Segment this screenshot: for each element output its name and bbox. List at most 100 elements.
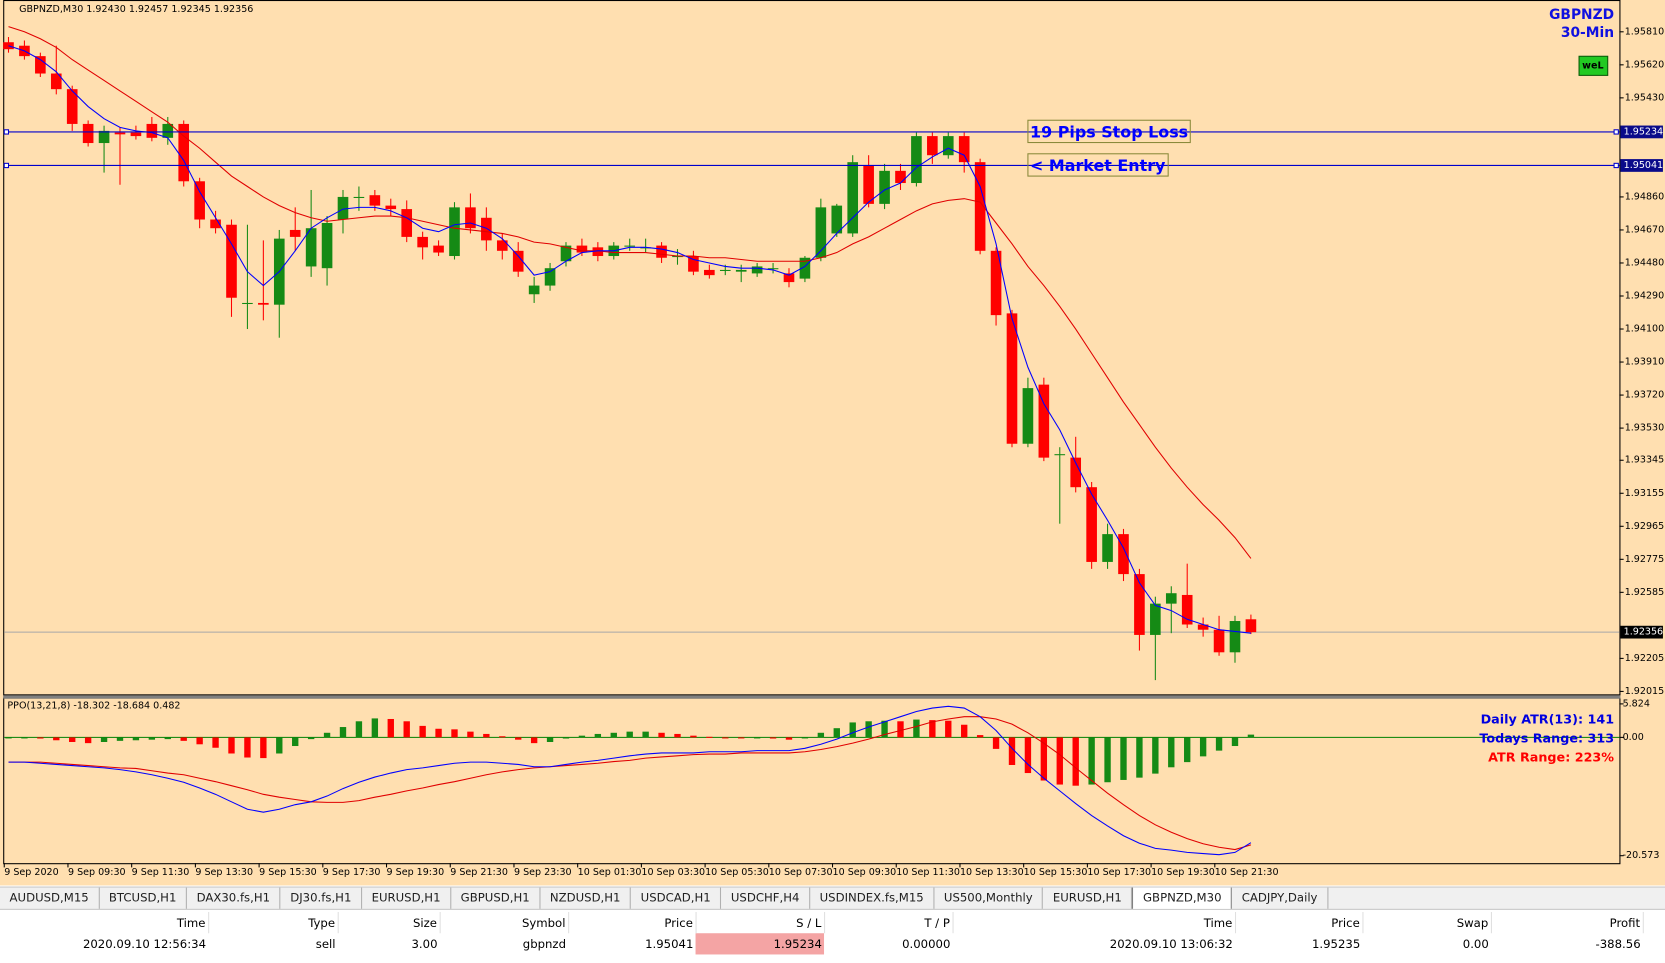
histogram-bar (499, 736, 506, 738)
candle-body (799, 257, 811, 279)
histogram-bar (37, 737, 44, 739)
column-header[interactable]: T / P (824, 912, 954, 934)
chart-tab[interactable]: NZDUSD,H1 (540, 887, 632, 909)
x-tick-label: 9 Sep 09:30 (68, 867, 126, 878)
chart-tab[interactable]: USDINDEX.fs,M15 (810, 887, 935, 909)
badge: weL (1582, 60, 1603, 71)
candle-body (1181, 594, 1193, 625)
histogram-bar (833, 728, 840, 738)
histogram-bar (100, 737, 108, 742)
chart-tab[interactable]: US500,Monthly (934, 887, 1044, 909)
histogram-bar (945, 720, 952, 738)
histogram-bar (435, 728, 442, 738)
candle-body (1150, 603, 1161, 635)
candle-body (481, 217, 492, 241)
column-header[interactable]: Price (1234, 912, 1363, 934)
price-panel-frame (3, 0, 1621, 696)
candle-body (528, 285, 540, 295)
histogram-bar (371, 718, 379, 738)
histogram-bar (180, 737, 187, 741)
y-tick-label: 5.824 (1623, 698, 1650, 709)
candle-body (433, 245, 444, 253)
histogram-bar (817, 732, 825, 738)
histogram-bar (244, 737, 251, 758)
trade-cell: 1.95041 (645, 936, 694, 951)
candle-body (496, 240, 508, 251)
histogram-bar (1072, 737, 1079, 786)
column-header[interactable]: Type (208, 912, 339, 934)
column-header[interactable]: Profit (1490, 912, 1644, 934)
chart-tab[interactable]: USDCAD,H1 (631, 887, 722, 909)
candle-body (1070, 457, 1082, 488)
y-tick-label: 1.92775 (1625, 554, 1664, 565)
histogram-bar (1136, 737, 1143, 778)
x-tick-label: 10 Sep 01:30 (578, 867, 642, 878)
candle-body (576, 245, 588, 253)
x-tick-label: 10 Sep 21:30 (1215, 867, 1279, 878)
candle-body (1038, 384, 1050, 458)
last-price-tag (1620, 625, 1663, 639)
candle-body (544, 268, 556, 286)
chart-tab[interactable]: CADJPY,Daily (1232, 887, 1329, 909)
histogram-bar (276, 737, 283, 754)
trade-cell: sell (315, 936, 336, 951)
level-label-box (1027, 153, 1169, 177)
chart-tab[interactable]: DAX30.fs,H1 (187, 887, 281, 909)
trade-cell: -388.56 (1595, 936, 1641, 951)
candle-body (1054, 454, 1066, 456)
candle-body (1102, 534, 1113, 562)
y-tick-label: 1.94670 (1625, 224, 1664, 235)
column-header[interactable]: Time (952, 912, 1236, 934)
chart-tab[interactable]: EURUSD,H1 (1043, 887, 1133, 909)
level-price-label: 1.95041 (1624, 160, 1663, 171)
column-header[interactable]: Symbol (439, 912, 569, 934)
candle-body (3, 42, 14, 50)
histogram-bar (530, 737, 538, 744)
histogram-bar (148, 737, 156, 740)
candle-body (958, 136, 970, 163)
histogram-bar (881, 720, 888, 738)
x-tick-label: 10 Sep 05:30 (705, 867, 769, 878)
chart-tab[interactable]: EURUSD,H1 (362, 887, 452, 909)
y-tick-label: 1.95430 (1625, 92, 1664, 103)
chart-tab[interactable]: BTCUSD,H1 (99, 887, 188, 909)
column-header[interactable]: Price (568, 912, 697, 934)
trade-row[interactable]: 2020.09.10 12:56:34 sell 3.00 gbpnzd 1.95041… (0, 933, 1643, 955)
histogram-bar (562, 737, 570, 739)
histogram-bar (913, 719, 920, 738)
candle-body (130, 132, 142, 137)
histogram-bar (387, 718, 394, 738)
chart-tab[interactable]: GBPUSD,H1 (451, 887, 541, 909)
chart-tabs: AUDUSD,M15 BTCUSD,H1 DAX30.fs,H1 DJ30.fs,H1… (0, 886, 1665, 910)
candle-body (1086, 487, 1097, 562)
column-header[interactable]: Size (337, 912, 441, 934)
histogram-bar (690, 735, 697, 738)
chart-tab[interactable]: USDCHF,H4 (721, 887, 811, 909)
x-tick-label: 9 Sep 19:30 (387, 867, 445, 878)
column-header[interactable]: Swap (1362, 912, 1492, 934)
trade-cell: 0.00000 (902, 936, 951, 951)
candle-body (242, 302, 253, 305)
candle-body (751, 266, 763, 274)
candle-body (688, 256, 699, 272)
candle-body (353, 196, 365, 198)
x-tick-label: 9 Sep 2020 (4, 867, 58, 878)
plot-area (3, 26, 1620, 681)
candle-body (1022, 388, 1034, 444)
chart-tab[interactable]: AUDUSD,M15 (0, 887, 100, 909)
x-tick-label: 10 Sep 03:30 (641, 867, 705, 878)
candle-body (98, 130, 110, 144)
histogram-bar (21, 737, 28, 739)
chart-tab[interactable]: GBPNZD,M30 (1132, 887, 1233, 909)
histogram-bar (1056, 737, 1063, 785)
indicator-stat: ATR Range: 223% (1488, 751, 1614, 766)
level-label-box (1027, 119, 1191, 144)
column-header[interactable]: S / L (695, 912, 825, 934)
level-handle (3, 129, 10, 135)
y-tick-label: 1.94860 (1625, 191, 1664, 202)
y-tick-label: 1.95810 (1625, 26, 1664, 37)
level-label: 19 Pips Stop Loss (1030, 122, 1188, 141)
column-header[interactable]: Time (0, 912, 209, 934)
histogram-bar (132, 737, 140, 741)
chart-tab[interactable]: DJ30.fs,H1 (281, 887, 363, 909)
